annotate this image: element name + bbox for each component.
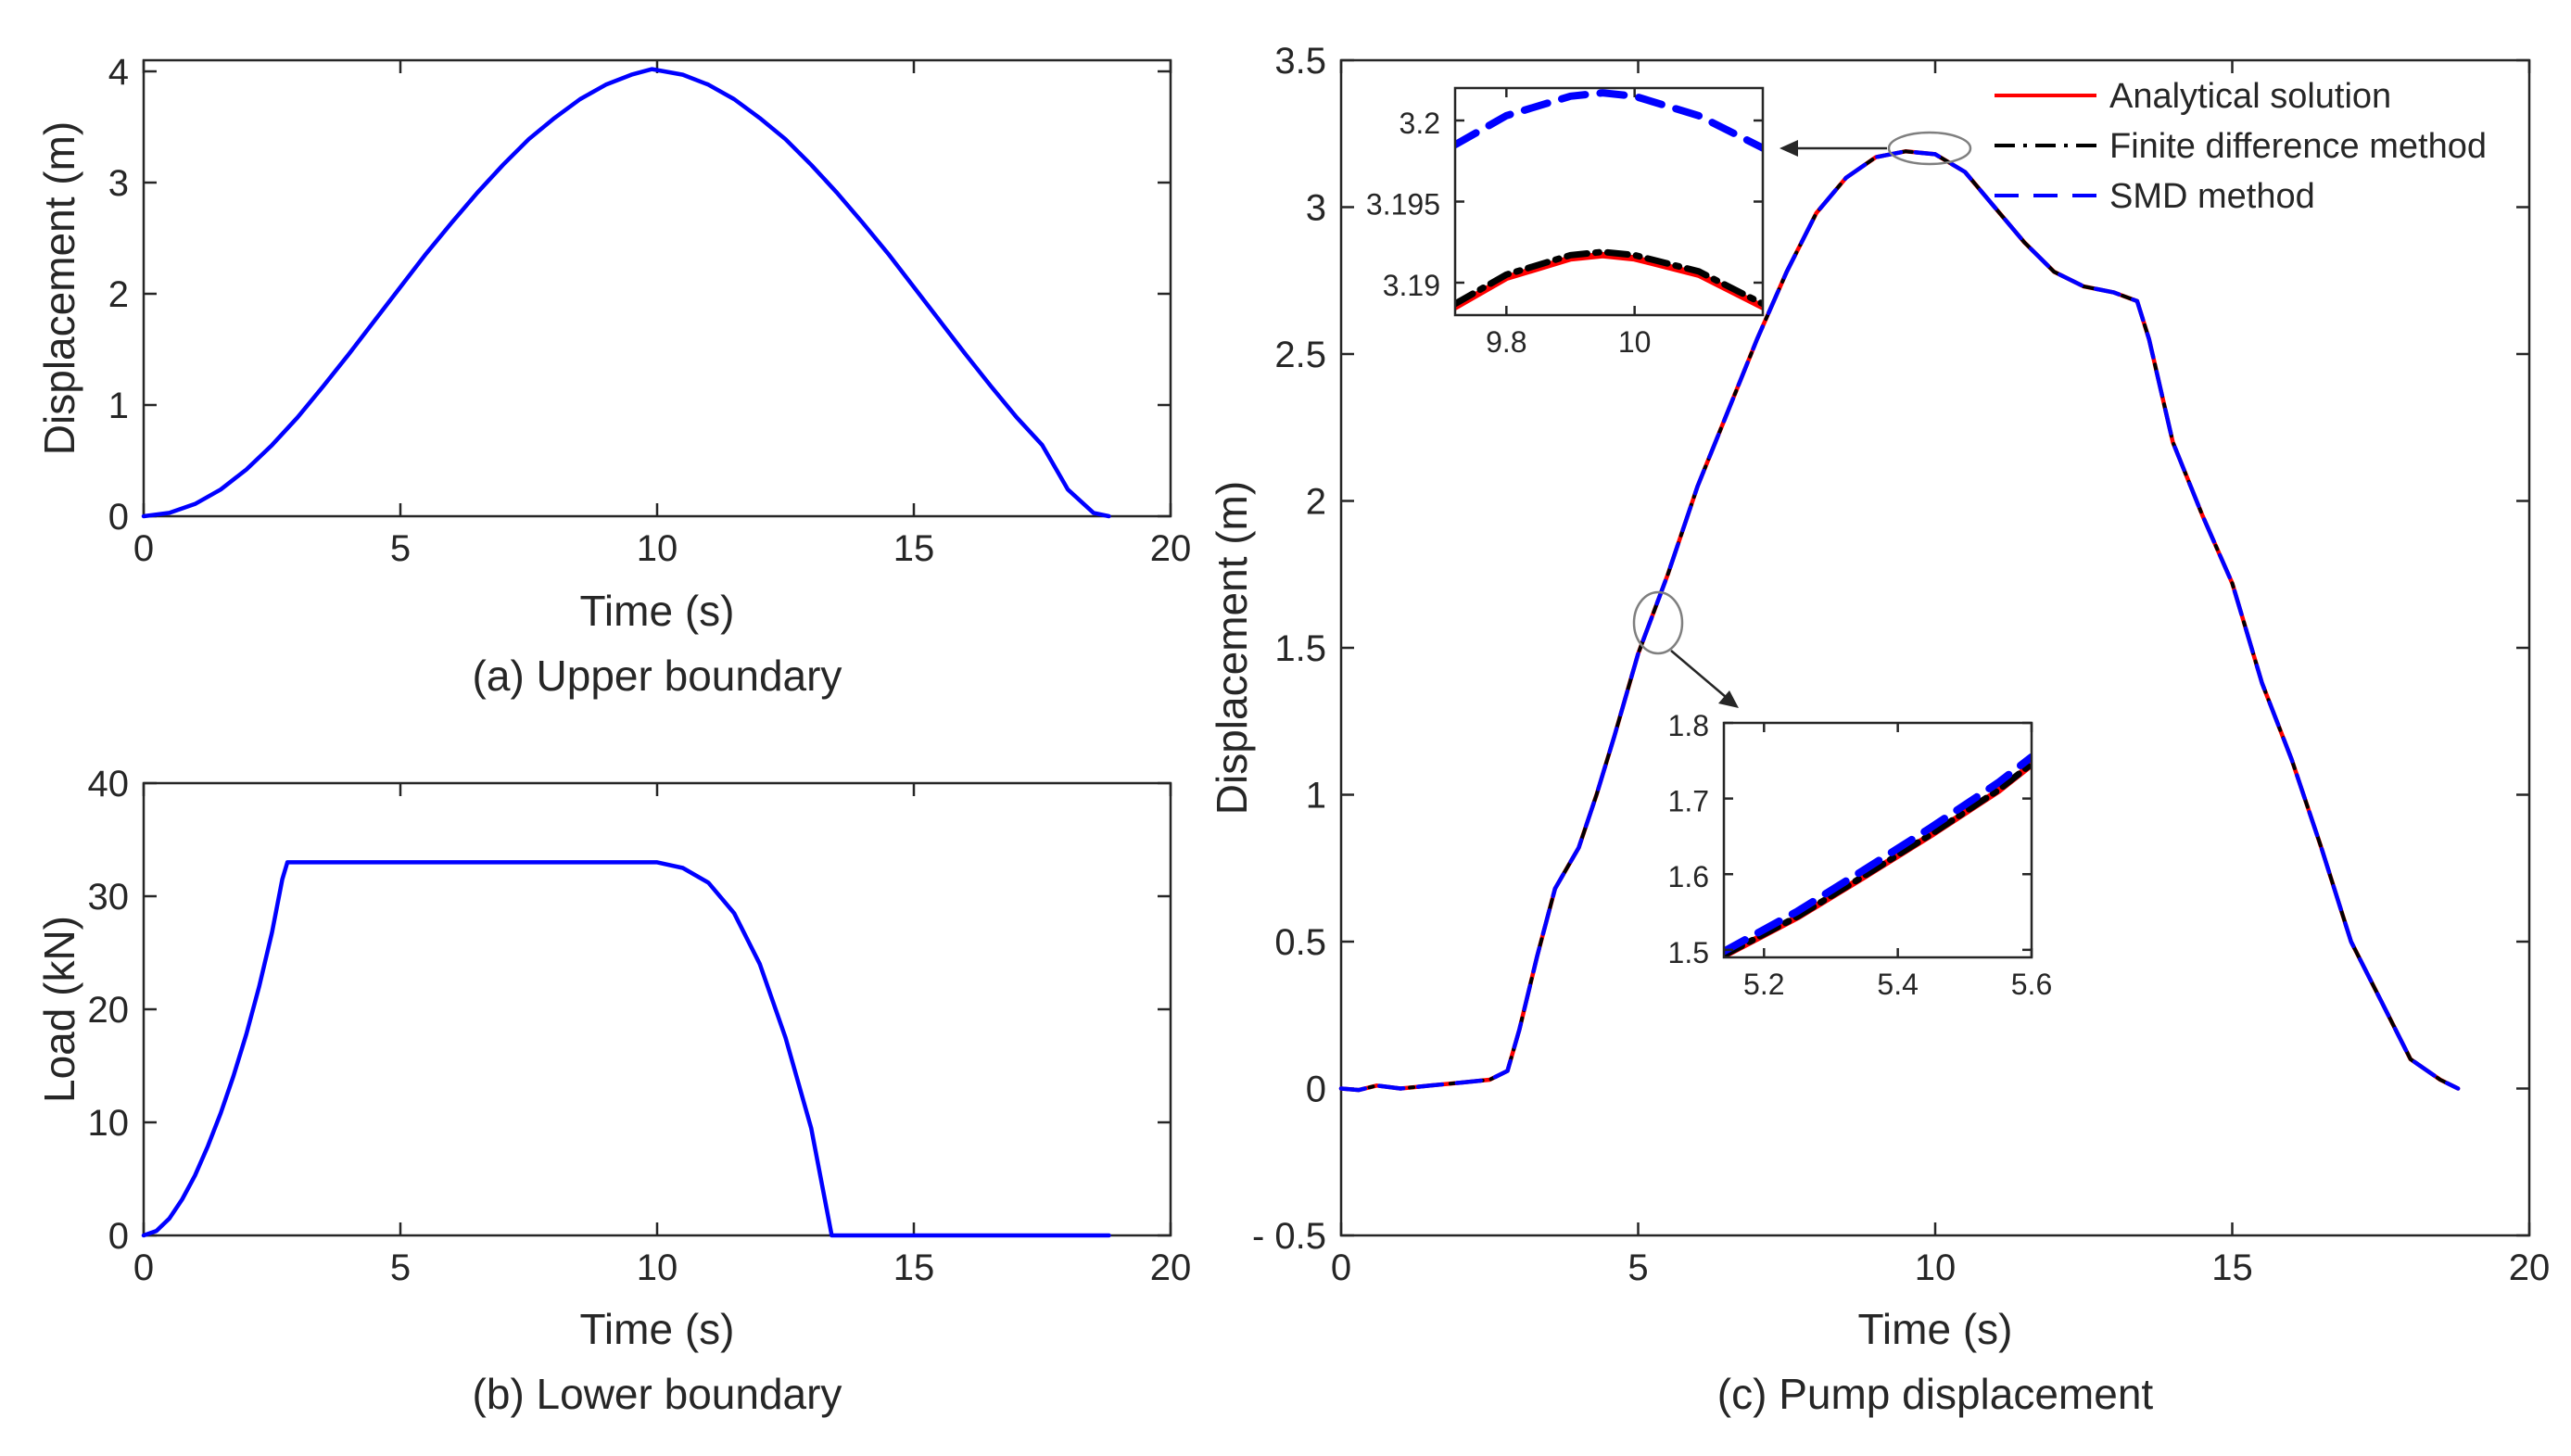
- caption-b: (b) Lower boundary: [473, 1370, 842, 1418]
- inset-peak-zoom: 9.8 10 3.19 3.195 3.2: [1366, 86, 1765, 359]
- zoom-marker-rise: [1632, 590, 1684, 655]
- y-tick-label-c: 0: [1306, 1070, 1326, 1110]
- inset-rise-background: [1724, 723, 2032, 957]
- x-tick-label-c: 15: [2211, 1247, 2253, 1288]
- y-tick-label-c: 1.5: [1274, 628, 1326, 669]
- series-lines-c: [1338, 149, 2461, 1093]
- x-tick-label-inset-0: 10: [1618, 325, 1652, 359]
- series-line-lower-boundary-load: [141, 860, 1111, 1238]
- x-axis-label-b: Time (s): [580, 1305, 735, 1353]
- inset-peak-x-ticks: 9.8 10: [1486, 88, 1651, 359]
- y-tick-label-inset-0: 3.195: [1366, 188, 1440, 222]
- y-tick-label-inset-1: 1.8: [1668, 709, 1709, 742]
- y-tick-label-c: 2: [1306, 482, 1326, 523]
- y-tick-label-a: 2: [108, 274, 129, 315]
- series-line-finite-difference-method: [1455, 248, 1763, 308]
- x-tick-label-a: 5: [390, 528, 411, 569]
- x-tick-label-b: 20: [1150, 1247, 1192, 1288]
- x-tick-label-b: 10: [637, 1247, 678, 1288]
- series-line-upper-boundary-displacement: [141, 67, 1111, 519]
- y-tick-label-inset-1: 1.6: [1668, 860, 1709, 893]
- legend-label-analytical: Analytical solution: [2109, 77, 2391, 116]
- y-tick-label-c: 3: [1306, 188, 1326, 229]
- y-tick-label-b: 30: [88, 877, 130, 918]
- arrow-to-inset-rise: [1670, 650, 1727, 698]
- y-tick-label-inset-0: 3.19: [1383, 269, 1440, 302]
- inset-rise-lines: [1724, 753, 2032, 957]
- y-tick-label-b: 10: [88, 1103, 130, 1144]
- y-tick-label-inset-1: 1.7: [1668, 785, 1709, 818]
- y-tick-label-c: 3.5: [1274, 41, 1326, 82]
- y-tick-label-a: 3: [108, 163, 129, 204]
- x-tick-label-b: 0: [133, 1247, 154, 1288]
- axes-frame-b: [142, 781, 1172, 1237]
- y-tick-label-b: 0: [108, 1216, 129, 1257]
- series-lines-b: [141, 860, 1111, 1238]
- x-tick-label-inset-1: 5.6: [2011, 968, 2052, 1001]
- x-ticks-a: 0 5 10 15 20: [133, 60, 1191, 569]
- series-line-finite-difference-method: [1724, 760, 2032, 957]
- y-tick-label-c: 0.5: [1274, 922, 1326, 963]
- inset-rise-zoom: 5.2 5.4 5.6 1.5 1.6 1.7 1.8: [1668, 709, 2053, 1001]
- arrowhead-peak: [1779, 140, 1798, 157]
- panel-pump-displacement: 0 5 10 15 20 - 0.500.511.522.533.5 Time (s) …: [1208, 41, 2550, 1418]
- x-tick-label-b: 15: [893, 1247, 935, 1288]
- x-tick-label-b: 5: [390, 1247, 411, 1288]
- x-tick-label-c: 10: [1915, 1247, 1957, 1288]
- inset-rise-y-ticks: 1.5 1.6 1.7 1.8: [1668, 709, 2032, 969]
- y-axis-label-b: Load (kN): [35, 916, 83, 1103]
- caption-c: (c) Pump displacement: [1717, 1370, 2154, 1418]
- series-line-smd-method: [1724, 753, 2032, 956]
- y-tick-label-b: 40: [88, 764, 130, 804]
- inset-peak-lines: [1455, 89, 1763, 310]
- y-tick-label-inset-1: 1.5: [1668, 936, 1709, 969]
- legend-label-finite-difference: Finite difference method: [2109, 127, 2487, 166]
- x-tick-label-a: 10: [637, 528, 678, 569]
- x-tick-label-a: 0: [133, 528, 154, 569]
- x-tick-label-c: 20: [2509, 1247, 2551, 1288]
- x-ticks-c: 0 5 10 15 20: [1331, 60, 2550, 1288]
- legend: Analytical solution Finite difference me…: [1995, 77, 2487, 216]
- x-tick-label-c: 5: [1627, 1247, 1648, 1288]
- series-line-smd-method: [1455, 89, 1763, 152]
- y-tick-label-c: - 0.5: [1252, 1216, 1326, 1257]
- y-axis-label-c: Displacement (m): [1208, 481, 1256, 815]
- y-tick-label-c: 2.5: [1274, 335, 1326, 375]
- y-ticks-c: - 0.5 0 0.5 1 1.5 2 2.5 3 3.5: [1252, 41, 2529, 1257]
- x-tick-label-a: 20: [1150, 528, 1192, 569]
- x-tick-label-a: 15: [893, 528, 935, 569]
- panel-lower-boundary: 0 5 10 15 20 0 10 20 30 40 Time (s) Load (kN) (b…: [35, 764, 1191, 1418]
- y-tick-label-a: 0: [108, 497, 129, 538]
- inset-rise-frame: [1722, 721, 2033, 959]
- x-axis-label-c: Time (s): [1858, 1305, 2013, 1353]
- y-ticks-a: 0 1 2 3 4: [108, 52, 1171, 538]
- y-tick-label-a: 1: [108, 386, 129, 426]
- legend-label-smd: SMD method: [2109, 177, 2315, 216]
- y-axis-label-a: Displacement (m): [35, 121, 83, 455]
- axes-frame-a: [142, 58, 1172, 518]
- y-tick-label-a: 4: [108, 52, 129, 93]
- x-ticks-b: 0 5 10 15 20: [133, 783, 1191, 1288]
- x-tick-label-inset-0: 9.8: [1486, 325, 1526, 359]
- arrowhead-rise: [1718, 690, 1739, 708]
- x-axis-label-a: Time (s): [580, 587, 735, 635]
- x-tick-label-c: 0: [1331, 1247, 1351, 1288]
- series-lines-a: [141, 67, 1111, 519]
- panel-upper-boundary: 0 5 10 15 20 0 1 2 3 4 Time (s) Displacement (m)…: [35, 52, 1191, 700]
- y-tick-label-c: 1: [1306, 776, 1326, 817]
- y-tick-label-inset-0: 3.2: [1399, 107, 1440, 140]
- y-tick-label-b: 20: [88, 990, 130, 1031]
- x-tick-label-inset-1: 5.2: [1743, 968, 1784, 1001]
- series-line-smd-method: [1338, 149, 2461, 1093]
- inset-peak-y-ticks: 3.19 3.195 3.2: [1366, 107, 1763, 302]
- zoom-marker-peak: [1887, 131, 1972, 166]
- y-ticks-b: 0 10 20 30 40: [88, 764, 1171, 1257]
- caption-a: (a) Upper boundary: [473, 652, 842, 700]
- x-tick-label-inset-1: 5.4: [1877, 968, 1918, 1001]
